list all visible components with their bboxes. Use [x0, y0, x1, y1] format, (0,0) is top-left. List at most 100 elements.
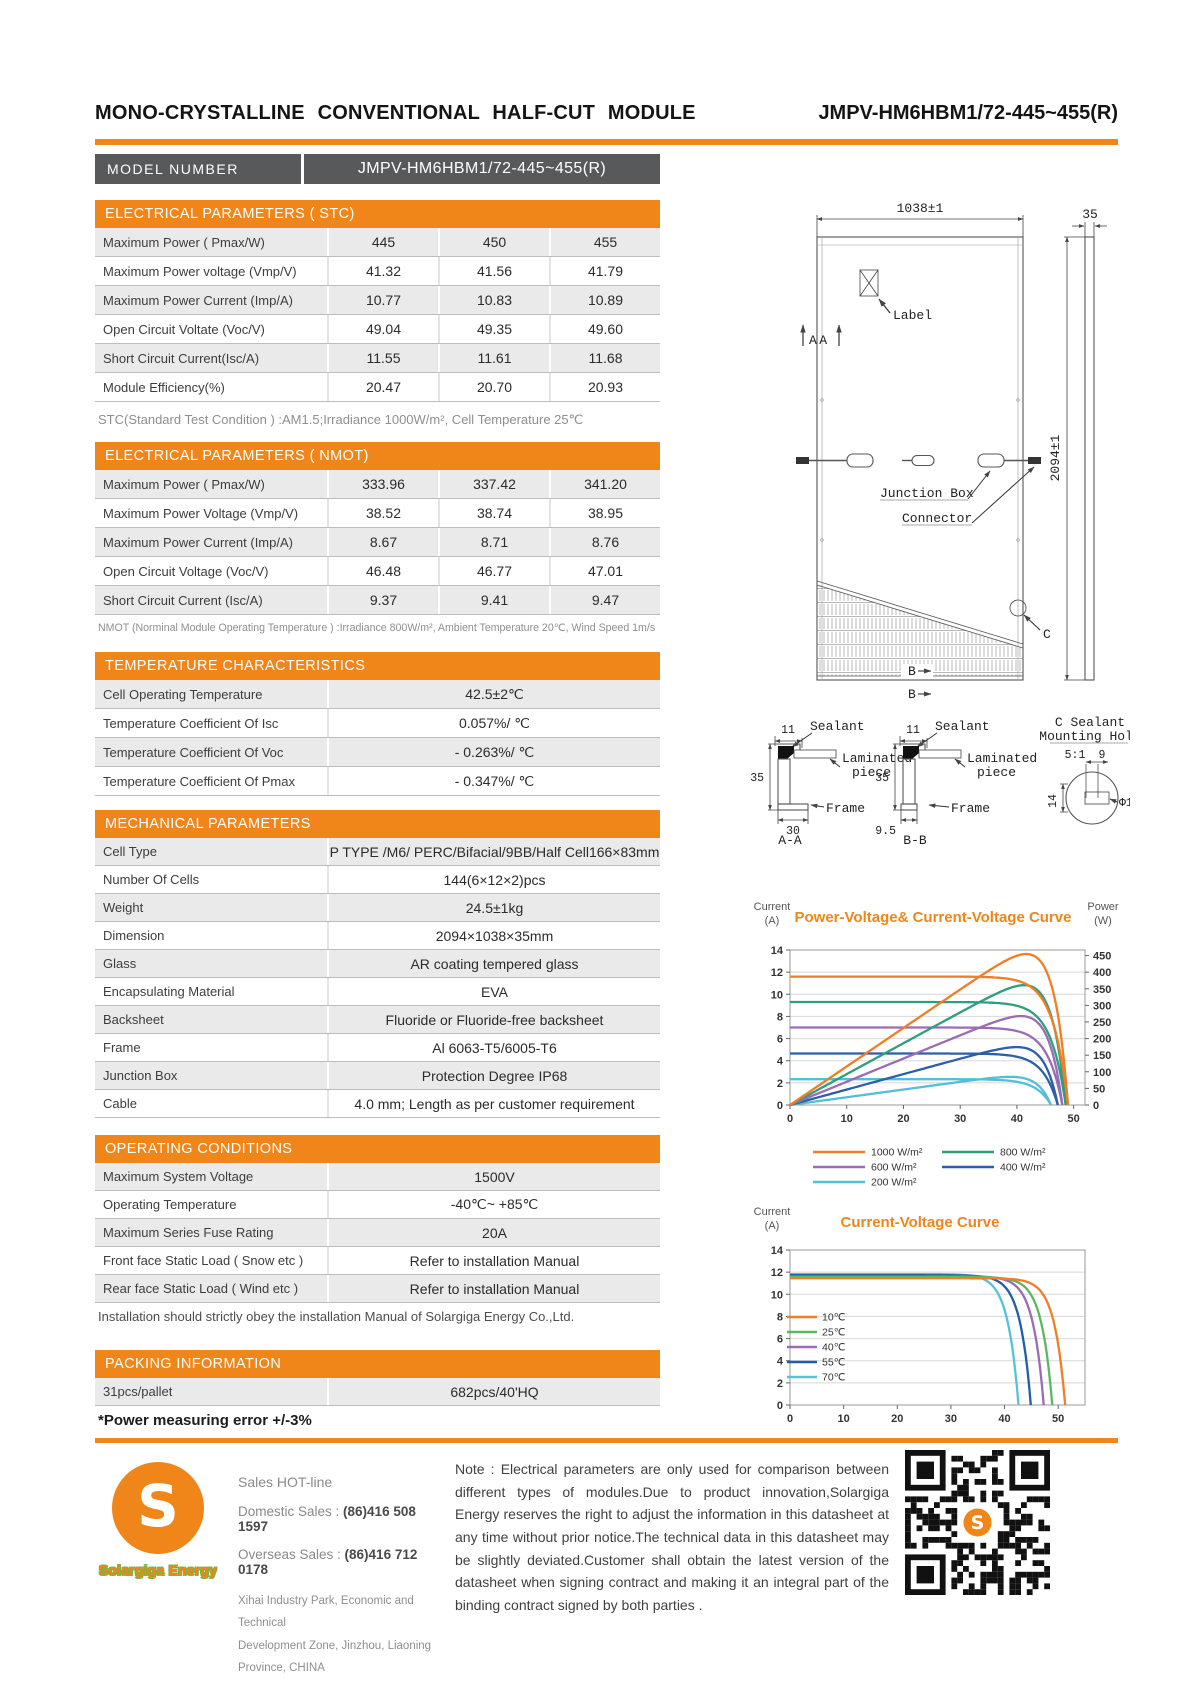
param-value: 333.96: [327, 470, 438, 498]
c-detail-subtitle: Mounting Hole: [1039, 729, 1130, 744]
frame-callout: Frame: [826, 801, 865, 816]
param-value: 49.35: [438, 315, 549, 343]
table-row: Maximum Power ( Pmax/W) 333.96 337.42 341.2…: [95, 470, 660, 499]
dim-thickness: 35: [1082, 207, 1098, 222]
param-value: Refer to installation Manual: [327, 1247, 660, 1274]
table-row: Dimension 2094×1038×35mm: [95, 922, 660, 950]
section-detail-a-a: 11 Sealant 35 30 Laminated piece Frame A…: [750, 719, 912, 848]
param-value: - 0.263%/ ℃: [327, 738, 660, 766]
param-value: 20.47: [327, 373, 438, 401]
param-value: 42.5±2℃: [327, 680, 660, 708]
param-value: 11.55: [327, 344, 438, 372]
table-row: Open Circuit Voltate (Voc/V) 49.04 49.35 49…: [95, 315, 660, 344]
param-value: 41.32: [327, 257, 438, 285]
svg-text:200: 200: [1093, 1034, 1111, 1046]
param-label: Encapsulating Material: [103, 984, 235, 999]
param-value: 8.71: [438, 528, 549, 556]
param-value: 337.42: [438, 470, 549, 498]
svg-text:600 W/m²: 600 W/m²: [871, 1162, 917, 1174]
param-label: Number Of Cells: [103, 872, 200, 887]
param-label: Backsheet: [103, 1012, 164, 1027]
svg-text:10: 10: [771, 989, 783, 1001]
section-header-mechanical: MECHANICAL PARAMETERS: [95, 810, 660, 838]
page-title-model: JMPV-HM6HBM1/72-445~455(R): [818, 102, 1118, 124]
svg-text:(A): (A): [765, 1220, 780, 1232]
section-temperature: TEMPERATURE CHARACTERISTICS Cell Operati…: [95, 652, 660, 796]
section-b-marker: B: [908, 664, 916, 679]
param-value: AR coating tempered glass: [327, 950, 660, 977]
param-value: 38.74: [438, 499, 549, 527]
svg-text:0: 0: [777, 1100, 783, 1112]
param-label: Glass: [103, 956, 137, 971]
table-row: Module Efficiency(%) 20.47 20.70 20.93: [95, 373, 660, 402]
param-label: Open Circuit Voltage (Voc/V): [103, 563, 269, 579]
param-value: 8.76: [549, 528, 660, 556]
svg-text:30: 30: [954, 1113, 966, 1125]
module-side-view: [1084, 236, 1095, 681]
mounting-hole-marker: [1009, 599, 1027, 617]
svg-text:12: 12: [771, 1267, 783, 1279]
svg-text:4: 4: [777, 1356, 784, 1368]
svg-text:200 W/m²: 200 W/m²: [871, 1177, 917, 1189]
table-row: Cell Operating Temperature 42.5±2℃: [95, 680, 660, 709]
iv-temperature-curve-chart: Current (A) Current-Voltage Curve 0 2 4 6 8 10 12…: [690, 1195, 1130, 1440]
table-row: Maximum Series Fuse Rating 20A: [95, 1219, 660, 1247]
param-value: Al 6063-T5/6005-T6: [327, 1034, 660, 1061]
param-value: 445: [327, 228, 438, 256]
laminated-piece-callout: Laminated: [967, 751, 1037, 766]
param-value: 9.41: [438, 586, 549, 614]
param-value: 11.68: [549, 344, 660, 372]
section-header-operating: OPERATING CONDITIONS: [95, 1135, 660, 1163]
svg-text:12: 12: [771, 967, 783, 979]
section-name-bb: B-B: [903, 833, 927, 848]
param-value: 0.057%/ ℃: [327, 709, 660, 737]
table-row: Maximum Power ( Pmax/W) 445 450 455: [95, 228, 660, 257]
section-operating: OPERATING CONDITIONS Maximum System Volt…: [95, 1135, 660, 1303]
dim-30: 30: [786, 825, 800, 838]
table-row: Operating Temperature -40℃~ +85℃: [95, 1191, 660, 1219]
model-number-bar: MODEL NUMBER JMPV-HM6HBM1/72-445~455(R): [95, 154, 660, 184]
svg-text:1000 W/m²: 1000 W/m²: [871, 1147, 923, 1159]
param-value: 9.47: [549, 586, 660, 614]
svg-text:0: 0: [787, 1413, 793, 1425]
c-detail-title: C Sealant: [1055, 715, 1125, 730]
table-row: Weight 24.5±1kg: [95, 894, 660, 922]
param-value: 38.95: [549, 499, 660, 527]
c-detail-scale: 5:1: [1065, 749, 1086, 762]
param-value: Refer to installation Manual: [327, 1275, 660, 1302]
dim-14: 14: [1047, 794, 1060, 808]
module-hatch-area: [816, 584, 1024, 677]
table-row: Front face Static Load ( Snow etc ) Refer…: [95, 1247, 660, 1275]
param-value: -40℃~ +85℃: [327, 1191, 660, 1218]
page-title: MONO-CRYSTALLINE CONVENTIONAL HALF-CUT M…: [95, 102, 1118, 125]
param-value: 46.77: [438, 557, 549, 585]
domestic-sales-number: (86)416 508 1597: [238, 1504, 416, 1534]
address-line: Province, CHINA: [238, 1662, 325, 1675]
dim-height: 2094±1: [1048, 434, 1063, 481]
section-detail-c: C Sealant Mounting Hole 5:1 9 14 Φ14: [1039, 715, 1130, 825]
param-value: 144(6×12×2)pcs: [327, 866, 660, 893]
param-value: 11.61: [438, 344, 549, 372]
laminated-piece-callout: piece: [977, 765, 1016, 780]
svg-text:50: 50: [1068, 1113, 1080, 1125]
param-label: Maximum Power voltage (Vmp/V): [103, 263, 297, 279]
svg-text:14: 14: [771, 945, 784, 957]
chart-title: Power-Voltage& Current-Voltage Curve: [795, 909, 1072, 926]
svg-text:20: 20: [891, 1413, 903, 1425]
param-value: 20.70: [438, 373, 549, 401]
sealant-callout: Sealant: [935, 719, 990, 734]
svg-text:S: S: [971, 1512, 985, 1534]
param-label: Maximum Power Voltage (Vmp/V): [103, 505, 299, 521]
dim-width: 1038±1: [897, 201, 944, 216]
param-value: 49.04: [327, 315, 438, 343]
page-title-product: MONO-CRYSTALLINE CONVENTIONAL HALF-CUT M…: [95, 102, 696, 124]
svg-text:Current: Current: [754, 1206, 791, 1218]
param-label: Junction Box: [103, 1068, 178, 1083]
table-row: Maximum Power Current (Imp/A) 10.77 10.83 1…: [95, 286, 660, 315]
param-label: Frame: [103, 1040, 141, 1055]
table-row: Number Of Cells 144(6×12×2)pcs: [95, 866, 660, 894]
laminated-piece-callout: Laminated: [842, 751, 912, 766]
table-row: Junction Box Protection Degree IP68: [95, 1062, 660, 1090]
domestic-sales-line: Domestic Sales : (86)416 508 1597: [238, 1504, 448, 1534]
